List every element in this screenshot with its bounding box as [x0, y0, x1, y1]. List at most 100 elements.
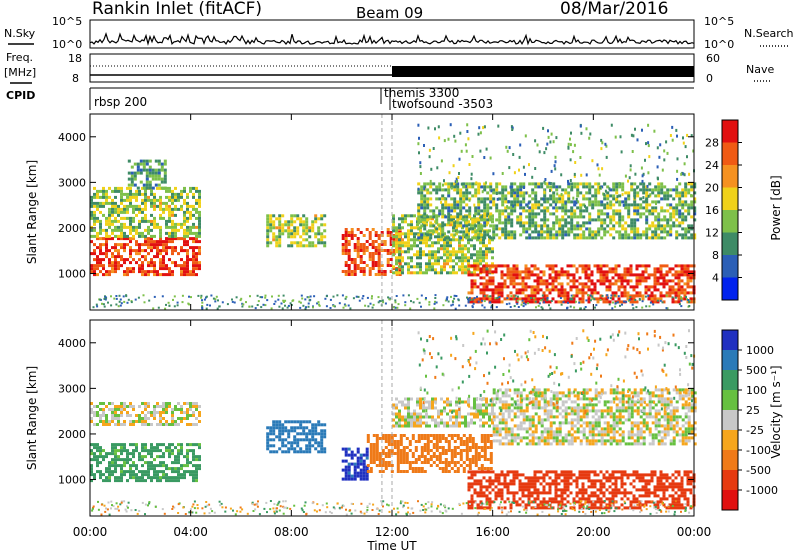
echo-cell: [153, 223, 156, 226]
echo-cell: [426, 206, 429, 209]
echo-cell: [126, 411, 129, 414]
echo-cell: [407, 244, 410, 247]
echo-cell: [96, 261, 99, 264]
echo-cell: [108, 452, 111, 455]
echo-cell: [171, 411, 174, 414]
echo-cell: [192, 246, 195, 249]
echo-cell: [453, 221, 456, 224]
echo-cell: [345, 228, 348, 231]
echo-cell: [360, 478, 363, 481]
echo-cell: [311, 426, 314, 429]
echo-cell: [123, 208, 126, 211]
echo-cell: [669, 212, 672, 215]
echo-cell: [105, 202, 108, 205]
echo-cell: [400, 455, 403, 458]
echo-cell: [171, 235, 174, 238]
echo-cell: [378, 267, 381, 270]
echo-cell: [636, 186, 638, 189]
echo-cell: [366, 454, 369, 457]
echo-cell: [195, 423, 198, 426]
echo-cell: [168, 449, 171, 452]
echo-cell: [388, 443, 391, 446]
echo-cell: [618, 264, 621, 267]
echo-cell: [660, 209, 663, 212]
echo-cell: [99, 455, 102, 458]
echo-cell: [111, 473, 114, 476]
echo-cell: [534, 206, 537, 209]
echo-cell: [618, 185, 621, 188]
echo-cell: [363, 454, 366, 457]
echo-cell: [514, 171, 516, 174]
echo-cell: [299, 450, 302, 453]
echo-cell: [531, 209, 534, 212]
echo-cell: [141, 267, 144, 270]
echo-cell: [342, 460, 345, 463]
echo-cell: [454, 464, 457, 467]
echo-cell: [468, 212, 471, 215]
echo-cell: [474, 285, 477, 288]
echo-cell: [546, 143, 548, 146]
echo-cell: [171, 479, 174, 482]
echo-cell: [401, 241, 404, 244]
echo-cell: [612, 185, 615, 188]
echo-cell: [419, 247, 422, 250]
echo-cell: [428, 259, 431, 262]
echo-cell: [540, 279, 543, 282]
echo-cell: [528, 209, 531, 212]
echo-cell: [314, 423, 317, 426]
echo-cell: [375, 231, 378, 234]
echo-cell: [648, 209, 651, 212]
echo-cell: [397, 467, 400, 470]
echo-cell: [348, 243, 351, 246]
echo-cell: [564, 191, 567, 194]
echo-cell: [177, 408, 180, 411]
echo-cell: [150, 455, 153, 458]
echo-cell: [579, 203, 582, 206]
echo-cell: [460, 455, 463, 458]
echo-cell: [120, 211, 123, 214]
echo-cell: [129, 187, 132, 190]
echo-cell: [323, 435, 326, 438]
echo-cell: [508, 166, 510, 169]
echo-cell: [102, 205, 105, 208]
echo-cell: [621, 291, 624, 294]
echo-cell: [582, 285, 585, 288]
echo-cell: [400, 443, 403, 446]
echo-cell: [153, 267, 156, 270]
echo-cell: [192, 205, 195, 208]
echo-cell: [420, 233, 423, 236]
echo-cell: [147, 196, 150, 199]
echo-cell: [192, 187, 195, 190]
echo-cell: [400, 470, 403, 473]
echo-cell: [440, 271, 443, 274]
echo-cell: [484, 452, 487, 455]
echo-cell: [571, 186, 573, 189]
echo-cell: [129, 458, 132, 461]
echo-cell: [117, 464, 120, 467]
echo-cell: [663, 197, 666, 200]
echo-cell: [168, 479, 171, 482]
echo-cell: [278, 223, 281, 226]
echo-cell: [632, 304, 634, 306]
echo-cell: [507, 276, 510, 279]
echo-cell: [642, 264, 645, 267]
echo-cell: [519, 297, 522, 300]
echo-cell: [612, 218, 615, 221]
echo-cell: [663, 224, 666, 227]
echo-cell: [174, 408, 177, 411]
echo-cell: [574, 144, 576, 147]
echo-cell: [558, 294, 561, 297]
echo-cell: [483, 203, 486, 206]
echo-cell: [585, 227, 588, 230]
echo-cell: [99, 202, 102, 205]
echo-cell: [625, 175, 627, 178]
echo-cell: [385, 303, 387, 305]
echo-cell: [395, 250, 398, 253]
echo-cell: [624, 197, 627, 200]
echo-cell: [348, 267, 351, 270]
freq-tick-top: 18: [68, 52, 82, 65]
echo-cell: [345, 270, 348, 273]
echo-cell: [430, 168, 432, 171]
echo-cell: [384, 249, 387, 252]
echo-cell: [636, 233, 639, 236]
